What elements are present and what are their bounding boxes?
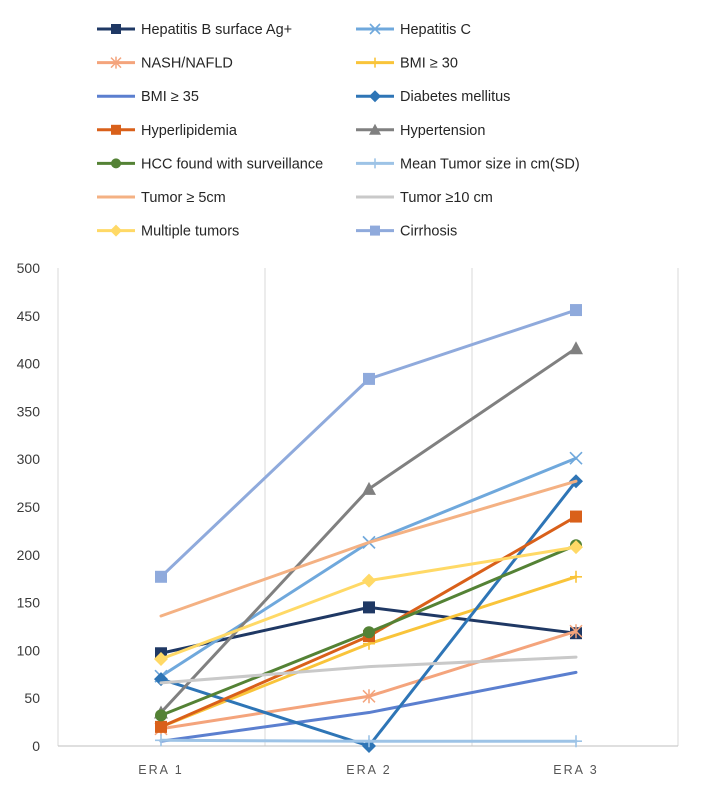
legend-marker-cirrhosis	[370, 225, 380, 236]
legend-label-cirrhosis: Cirrhosis	[400, 224, 457, 240]
legend-item-tumor-gte-5cm: Tumor ≥ 5cm	[97, 190, 226, 206]
series-mean-tumor-size-in-cm-sd	[155, 734, 582, 748]
series-cirrhosis	[155, 304, 582, 583]
y-tick-label: 200	[17, 547, 41, 563]
chart-legend: Hepatitis B surface Ag+ Hepatitis C NASH/N…	[97, 22, 580, 240]
series-line-hypertension	[159, 346, 578, 715]
data-point-nash-nafld	[569, 624, 583, 639]
legend-item-cirrhosis: Cirrhosis	[356, 224, 457, 240]
legend-label-hepatitis-c: Hepatitis C	[400, 22, 471, 38]
y-tick-label: 150	[17, 595, 41, 611]
series-hcc-found-with-surveillance	[155, 539, 582, 722]
legend-marker-mean-tumor-size-in-cm-sd	[370, 158, 380, 169]
data-point-hepatitis-b-surface-ag	[363, 601, 375, 614]
legend-item-nash-nafld: NASH/NAFLD	[97, 56, 233, 72]
legend-label-bmi-gte-35: BMI ≥ 35	[141, 89, 199, 105]
legend-label-hepatitis-b-surface-ag: Hepatitis B surface Ag+	[141, 22, 292, 38]
legend-item-bmi-gte-35: BMI ≥ 35	[97, 89, 199, 105]
y-axis-ticks: 0 50 100 150 200 250 300 350 400 450 500	[17, 260, 41, 754]
legend-marker-hcc-found-with-surveillance	[111, 158, 121, 169]
data-point-cirrhosis	[570, 304, 582, 317]
y-tick-label: 500	[17, 260, 41, 276]
legend-marker-multiple-tumors	[110, 224, 122, 237]
data-point-bmi-gte-30	[570, 570, 582, 583]
legend-item-hepatitis-b-surface-ag: Hepatitis B surface Ag+	[97, 22, 292, 38]
data-point-mean-tumor-size-in-cm-sd	[363, 735, 375, 748]
y-tick-label: 50	[24, 690, 40, 706]
legend-item-multiple-tumors: Multiple tumors	[97, 224, 239, 240]
series-tumor-gte10-cm	[159, 655, 578, 685]
legend-item-hyperlipidemia: Hyperlipidemia	[97, 123, 238, 139]
legend-marker-hyperlipidemia	[111, 124, 121, 135]
legend-item-diabetes-mellitus: Diabetes mellitus	[356, 89, 510, 105]
data-point-nash-nafld	[362, 689, 376, 704]
y-tick-label: 350	[17, 403, 41, 419]
legend-marker-hepatitis-c	[369, 23, 381, 35]
data-point-hcc-found-with-surveillance	[155, 709, 167, 722]
legend-label-diabetes-mellitus: Diabetes mellitus	[400, 89, 510, 105]
legend-marker-bmi-gte-30	[370, 57, 380, 68]
legend-label-tumor-gte10-cm: Tumor ≥10 cm	[400, 190, 493, 206]
legend-item-hcc-found-with-surveillance: HCC found with surveillance	[97, 156, 323, 172]
legend-label-nash-nafld: NASH/NAFLD	[141, 56, 233, 72]
legend-label-mean-tumor-size-in-cm-sd: Mean Tumor size in cm(SD)	[400, 156, 580, 172]
x-category-label: ERA 2	[346, 763, 391, 777]
series-tumor-gte-5cm	[159, 479, 578, 618]
data-point-mean-tumor-size-in-cm-sd	[570, 735, 582, 748]
legend-label-bmi-gte-30: BMI ≥ 30	[400, 56, 458, 72]
legend-label-hyperlipidemia: Hyperlipidemia	[141, 123, 238, 139]
series-line-tumor-gte10-cm	[159, 655, 578, 685]
series-multiple-tumors	[154, 540, 583, 667]
legend-label-multiple-tumors: Multiple tumors	[141, 224, 239, 240]
chart-gridlines	[57, 268, 679, 747]
data-point-cirrhosis	[363, 372, 375, 385]
data-point-cirrhosis	[155, 570, 167, 583]
chart-series	[154, 304, 583, 753]
data-point-hcc-found-with-surveillance	[363, 626, 375, 639]
legend-label-hypertension: Hypertension	[400, 123, 485, 139]
data-point-hyperlipidemia	[570, 510, 582, 523]
series-line-diabetes-mellitus	[159, 479, 578, 748]
data-point-multiple-tumors	[154, 652, 168, 667]
legend-item-bmi-gte-30: BMI ≥ 30	[356, 56, 458, 72]
series-line-cirrhosis	[159, 308, 578, 579]
x-category-label: ERA 1	[138, 763, 183, 777]
data-point-hepatitis-c	[569, 451, 583, 465]
legend-label-hcc-found-with-surveillance: HCC found with surveillance	[141, 156, 323, 172]
legend-item-tumor-gte10-cm: Tumor ≥10 cm	[356, 190, 493, 206]
legend-marker-nash-nafld	[110, 56, 122, 69]
y-tick-label: 450	[17, 308, 41, 324]
series-bmi-gte-35	[159, 670, 578, 743]
data-point-multiple-tumors	[569, 540, 583, 555]
data-point-hyperlipidemia	[155, 720, 167, 733]
y-tick-label: 400	[17, 356, 41, 372]
series-line-bmi-gte-35	[159, 670, 578, 743]
legend-marker-diabetes-mellitus	[369, 90, 381, 103]
data-point-hypertension	[362, 481, 376, 495]
legend-marker-hypertension	[369, 123, 381, 135]
y-tick-label: 0	[32, 738, 40, 754]
series-hypertension	[154, 341, 583, 719]
x-category-label: ERA 3	[553, 763, 598, 777]
legend-item-hepatitis-c: Hepatitis C	[356, 22, 471, 38]
data-point-mean-tumor-size-in-cm-sd	[155, 734, 167, 747]
data-point-multiple-tumors	[362, 573, 376, 588]
legend-item-hypertension: Hypertension	[356, 123, 485, 139]
legend-item-mean-tumor-size-in-cm-sd: Mean Tumor size in cm(SD)	[356, 156, 580, 172]
legend-label-tumor-gte-5cm: Tumor ≥ 5cm	[141, 190, 226, 206]
y-tick-label: 250	[17, 499, 41, 515]
data-point-hypertension	[569, 341, 583, 355]
y-tick-label: 300	[17, 451, 41, 467]
x-axis-categories: ERA 1 ERA 2 ERA 3	[138, 763, 598, 777]
y-tick-label: 100	[17, 642, 41, 658]
legend-marker-hepatitis-b-surface-ag	[111, 24, 121, 34]
